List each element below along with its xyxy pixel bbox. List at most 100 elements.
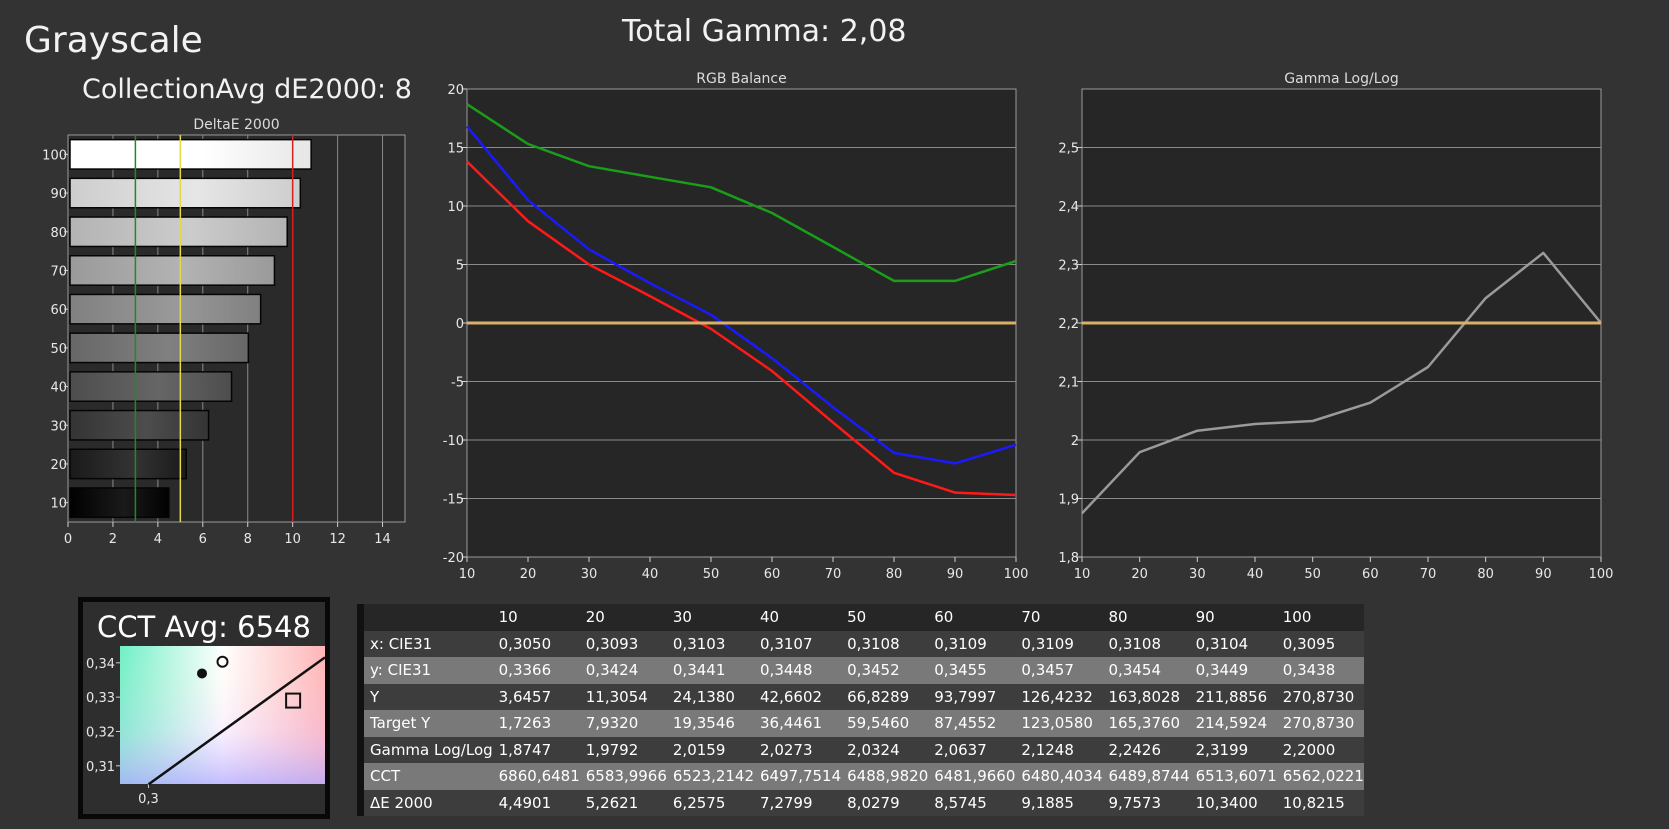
rgb-xtick-label: 40 <box>642 567 659 582</box>
column-header: 40 <box>754 604 842 631</box>
rgb-ytick-label: 20 <box>447 83 464 98</box>
table-cell: 2,0273 <box>754 736 842 763</box>
table-cell: 36,4461 <box>754 710 842 737</box>
cct-point-marker <box>216 655 229 668</box>
table-cell: 6523,2142 <box>666 763 755 790</box>
table-cell: 0,3452 <box>841 657 929 684</box>
column-header: 30 <box>666 604 755 631</box>
column-header <box>364 604 493 631</box>
column-header: 50 <box>841 604 929 631</box>
table-row: x: CIE31 0,3050 0,3093 0,3103 0,3107 0,3108 0,… <box>357 630 1364 657</box>
table-cell: 0,3109 <box>1015 630 1103 657</box>
table-cell: 4,4901 <box>492 789 580 816</box>
row-marker <box>357 657 364 684</box>
table-cell: 6480,4034 <box>1015 763 1103 790</box>
table-cell: 19,3546 <box>666 710 755 737</box>
column-header: 10 <box>492 604 580 631</box>
table-row: ΔE 2000 4,4901 5,2621 6,2575 7,2799 8,0279 8,5… <box>357 789 1364 816</box>
deltae-category-label: 80 <box>50 226 67 241</box>
rgb-chart-title: RGB Balance <box>696 71 786 87</box>
measurement-table: 10 20 30 40 50 60 70 80 90 100 x: CIE31 0,3050 0,309… <box>357 604 1364 816</box>
deltae-category-label: 50 <box>50 342 67 357</box>
deltae-category-label: 90 <box>50 187 67 202</box>
table-cell: 1,7263 <box>492 710 580 737</box>
row-label: CCT <box>364 763 493 790</box>
table-cell: 165,3760 <box>1102 710 1190 737</box>
deltae-category-label: 30 <box>50 419 67 434</box>
table-cell: 6562,0221 <box>1276 763 1364 790</box>
table-cell: 6860,6481 <box>492 763 580 790</box>
table-cell: 2,0159 <box>666 736 755 763</box>
table-cell: 93,7997 <box>928 683 1016 710</box>
rgb-series-red <box>466 160 1017 497</box>
table-cell: 0,3108 <box>1102 630 1190 657</box>
deltae-xtick-label: 8 <box>244 532 252 547</box>
rgb-series-green <box>466 103 1017 283</box>
gamma-series-gray <box>1081 251 1602 515</box>
column-header: 90 <box>1189 604 1277 631</box>
deltae-bar <box>69 371 233 403</box>
table-cell: 0,3366 <box>492 657 580 684</box>
rgb-xtick-label: 20 <box>520 567 537 582</box>
gamma-xtick-label: 60 <box>1362 567 1379 582</box>
gamma-ytick-label: 2,1 <box>1058 376 1079 391</box>
gamma-xtick-label: 100 <box>1589 567 1614 582</box>
table-cell: 2,3199 <box>1189 736 1277 763</box>
gamma-ytick-label: 1,9 <box>1058 493 1079 508</box>
table-cell: 0,3424 <box>579 657 667 684</box>
rgb-balance-chart: RGB Balance -20 -15 -10 -5 0 5 10 15 20 10 20 30 40 50… <box>443 71 1029 582</box>
rgb-ytick-label: -20 <box>443 551 464 566</box>
table-cell: 6488,9820 <box>841 763 929 790</box>
table-cell: 0,3050 <box>492 630 580 657</box>
cct-panel: CCT Avg: 6548 0,310,320,330,340,30,32 <box>78 597 391 819</box>
gamma-loglog-chart: Gamma Log/Log 1,8 1,9 2 2,1 2,2 2,3 2,4 2,5 10 20 3… <box>1058 71 1614 582</box>
table-cell: 59,5460 <box>841 710 929 737</box>
table-cell: 0,3107 <box>754 630 842 657</box>
rgb-ytick-label: -5 <box>451 376 464 391</box>
row-marker <box>357 710 364 737</box>
deltae-bar-chart: DeltaE 2000 0 2 4 6 8 10 12 14 10 20 30 40 50 60 70 80 90… <box>42 117 406 547</box>
table-cell: 0,3449 <box>1189 657 1277 684</box>
deltae-category-label: 10 <box>50 497 67 512</box>
gamma-chart-title: Gamma Log/Log <box>1284 71 1398 87</box>
table-cell: 0,3455 <box>928 657 1016 684</box>
table-cell: 2,0324 <box>841 736 929 763</box>
table-cell: 6,2575 <box>666 789 755 816</box>
table-cell: 7,2799 <box>754 789 842 816</box>
deltae-xtick-label: 2 <box>109 532 117 547</box>
cct-measured-point <box>197 668 207 679</box>
table-cell: 2,2426 <box>1102 736 1190 763</box>
row-label: Target Y <box>364 710 493 737</box>
deltae-bar <box>69 254 276 286</box>
table-cell: 10,3400 <box>1189 789 1277 816</box>
rgb-ytick-label: 5 <box>456 259 464 274</box>
table-cell: 1,8747 <box>492 736 580 763</box>
rgb-xtick-label: 90 <box>947 567 964 582</box>
gamma-xtick-label: 50 <box>1304 567 1321 582</box>
rgb-xtick-label: 10 <box>459 567 476 582</box>
rgb-xtick-label: 100 <box>1004 567 1029 582</box>
row-marker <box>357 604 364 631</box>
cct-ytick-label: 0,34 <box>86 657 115 672</box>
table-cell: 270,8730 <box>1276 683 1364 710</box>
table-row: Y 3,6457 11,3054 24,1380 42,6602 66,8289 93,79… <box>357 683 1364 710</box>
table-cell: 42,6602 <box>754 683 842 710</box>
deltae-category-label: 100 <box>42 148 67 163</box>
deltae-bar <box>69 332 250 364</box>
rgb-series-blue <box>466 125 1017 465</box>
page-title: Grayscale <box>24 20 203 61</box>
deltae-xtick-label: 14 <box>374 532 391 547</box>
row-marker <box>357 683 364 710</box>
gamma-xtick-label: 80 <box>1477 567 1494 582</box>
total-gamma-label: Total Gamma: 2,08 <box>622 14 907 49</box>
cct-ytick-label: 0,33 <box>86 691 115 706</box>
rgb-ytick-label: 10 <box>447 200 464 215</box>
column-header: 20 <box>579 604 667 631</box>
row-label: y: CIE31 <box>364 657 493 684</box>
cct-gradient-overlay <box>120 646 325 784</box>
deltae-xtick-label: 4 <box>154 532 162 547</box>
deltae-bar <box>69 138 312 170</box>
cct-chromaticity-plot: 0,310,320,330,340,30,32 <box>86 646 391 807</box>
deltae-xtick-label: 0 <box>64 532 72 547</box>
row-label: Y <box>364 683 493 710</box>
